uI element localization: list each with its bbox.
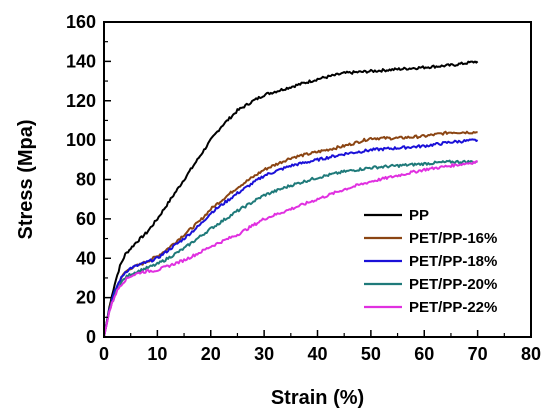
x-axis-title: Strain (%) [271,387,364,409]
plot-lines [103,60,479,338]
y-tick-label: 160 [66,12,96,32]
x-tick-label: 60 [414,344,434,364]
y-axis-ticks: 0 20 40 60 80 100 120 140 160 [66,12,111,347]
x-tick-label: 20 [201,344,221,364]
y-tick-label: 100 [66,130,96,150]
legend-label: PP [409,207,429,224]
y-tick-label: 120 [66,91,96,111]
y-tick-label: 60 [76,209,96,229]
y-tick-label: 80 [76,170,96,190]
x-axis-ticks: 0 10 20 30 40 50 60 70 80 [99,330,541,364]
legend-label: PET/PP-22% [409,299,497,316]
x-tick-label: 40 [307,344,327,364]
y-tick-label: 20 [76,288,96,308]
x-tick-label: 80 [521,344,541,364]
legend-label: PET/PP-20% [409,276,497,293]
y-axis-title: Stress (Mpa) [15,119,37,239]
x-tick-label: 10 [147,344,167,364]
series-line-0 [103,60,479,338]
x-tick-label: 70 [468,344,488,364]
x-tick-label: 50 [361,344,381,364]
y-tick-label: 140 [66,51,96,71]
x-tick-label: 0 [99,344,109,364]
series-line-4 [103,160,479,338]
series-line-1 [103,130,478,338]
legend: PP PET/PP-16% PET/PP-18% PET/PP-20% PET/PP-2… [364,207,497,316]
y-tick-label: 40 [76,248,96,268]
x-tick-label: 30 [254,344,274,364]
legend-label: PET/PP-16% [409,230,497,247]
series-line-2 [103,138,479,338]
y-tick-label: 0 [86,327,96,347]
series-line-3 [103,159,478,338]
legend-label: PET/PP-18% [409,253,497,270]
